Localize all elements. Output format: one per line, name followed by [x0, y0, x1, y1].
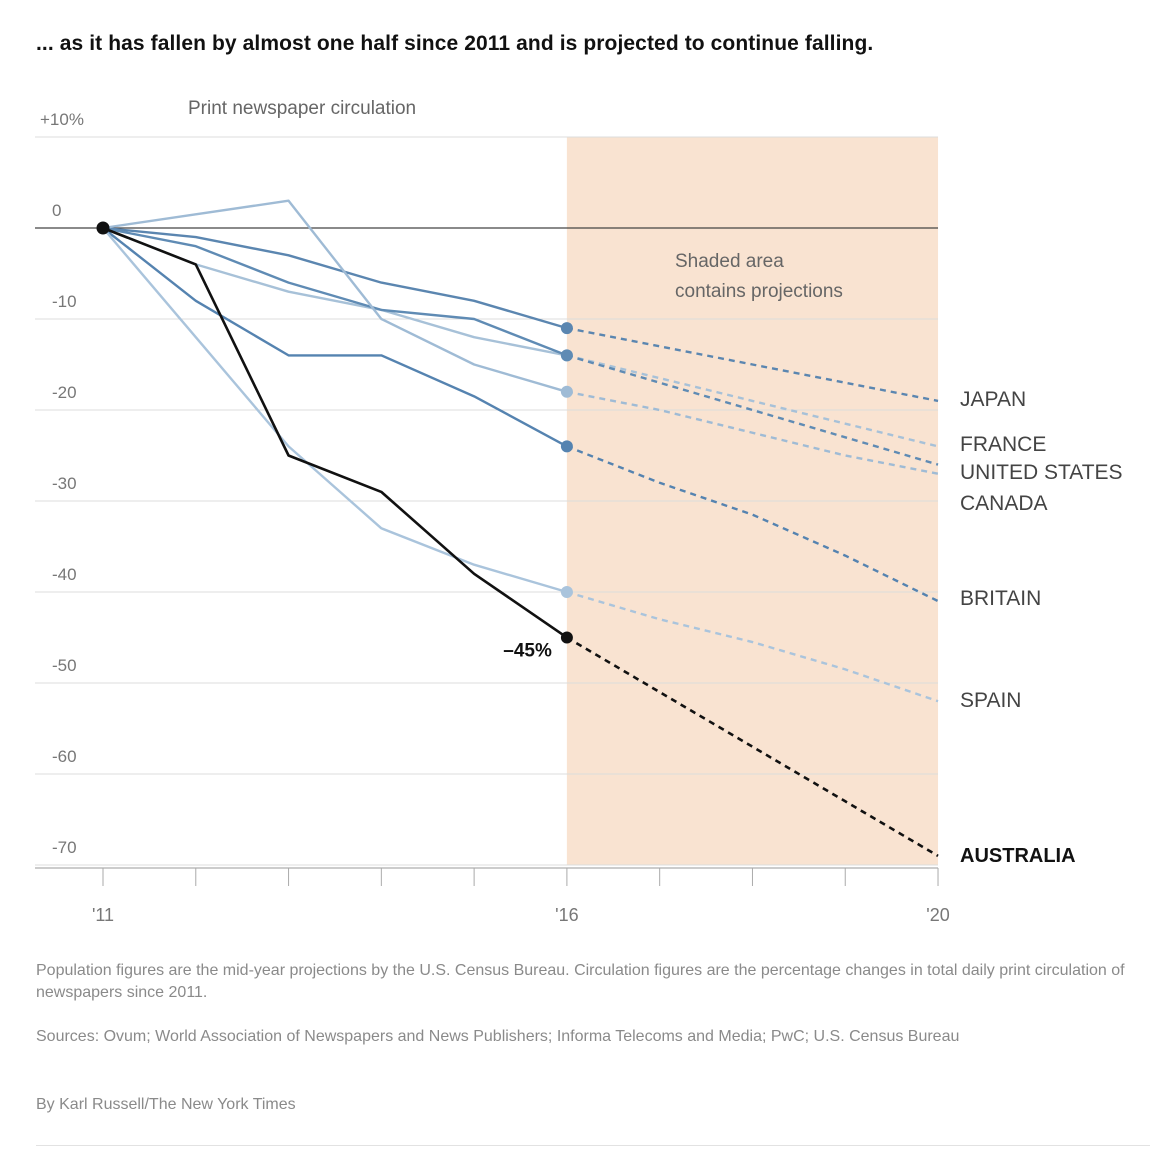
projection-line-canada [566, 390, 939, 475]
series-line-canada [102, 199, 568, 393]
y-tick-label: -70 [52, 838, 77, 857]
projection-line-japan [566, 326, 939, 403]
sources: Sources: Ovum; World Association of News… [36, 1028, 960, 1045]
series-line-australia [102, 226, 568, 639]
y-tick-label: -30 [52, 474, 77, 493]
x-tick-label: '20 [926, 905, 949, 925]
data-point [560, 586, 573, 598]
series-label: BRITAIN [960, 587, 1041, 610]
data-point [560, 440, 573, 453]
series-label: FRANCE [960, 433, 1046, 456]
series-line-united-states [102, 226, 568, 357]
series-line-spain [102, 227, 568, 594]
projection-label: Shaded area contains projections [675, 251, 843, 302]
divider [36, 1145, 1150, 1146]
y-tick-label: -10 [52, 292, 77, 311]
y-tick-label: +10% [40, 110, 84, 129]
projection-line-australia [566, 636, 939, 858]
y-tick-label: 0 [52, 201, 61, 220]
value-annotation: –45% [503, 641, 552, 662]
series-label: SPAIN [960, 689, 1021, 712]
footnote: Population figures are the mid-year proj… [36, 962, 1125, 1001]
series-label: AUSTRALIA [960, 845, 1076, 867]
chart-title: Print newspaper circulation [188, 98, 416, 119]
data-point [560, 385, 573, 398]
x-tick-label: '11 [92, 905, 114, 925]
headline: ... as it has fallen by almost one half … [36, 32, 874, 55]
data-point [560, 322, 573, 335]
series-label: CANADA [960, 492, 1048, 515]
series-line-france [102, 226, 568, 357]
byline: By Karl Russell/The New York Times [36, 1096, 296, 1113]
y-tick-label: -50 [52, 656, 77, 675]
projection-line-france [566, 354, 939, 448]
line-chart: +10% 0 -10 -20 -30 -40 -50 -60 -70 Print newspape… [35, 98, 1123, 925]
series-label: UNITED STATES [960, 461, 1123, 484]
series-line-japan [102, 226, 568, 330]
series-label: JAPAN [960, 388, 1026, 411]
x-tick-label: '16 [555, 905, 578, 925]
y-tick-label: -60 [52, 747, 77, 766]
y-tick-label: -40 [52, 565, 77, 584]
series-line-britain [102, 227, 568, 448]
projection-line-spain [566, 590, 939, 703]
origin-point [96, 221, 110, 235]
data-point [560, 631, 573, 644]
data-point [560, 349, 573, 362]
y-tick-label: -20 [52, 383, 77, 402]
projection-line-britain [566, 445, 939, 603]
projection-line-united-states [566, 354, 939, 466]
